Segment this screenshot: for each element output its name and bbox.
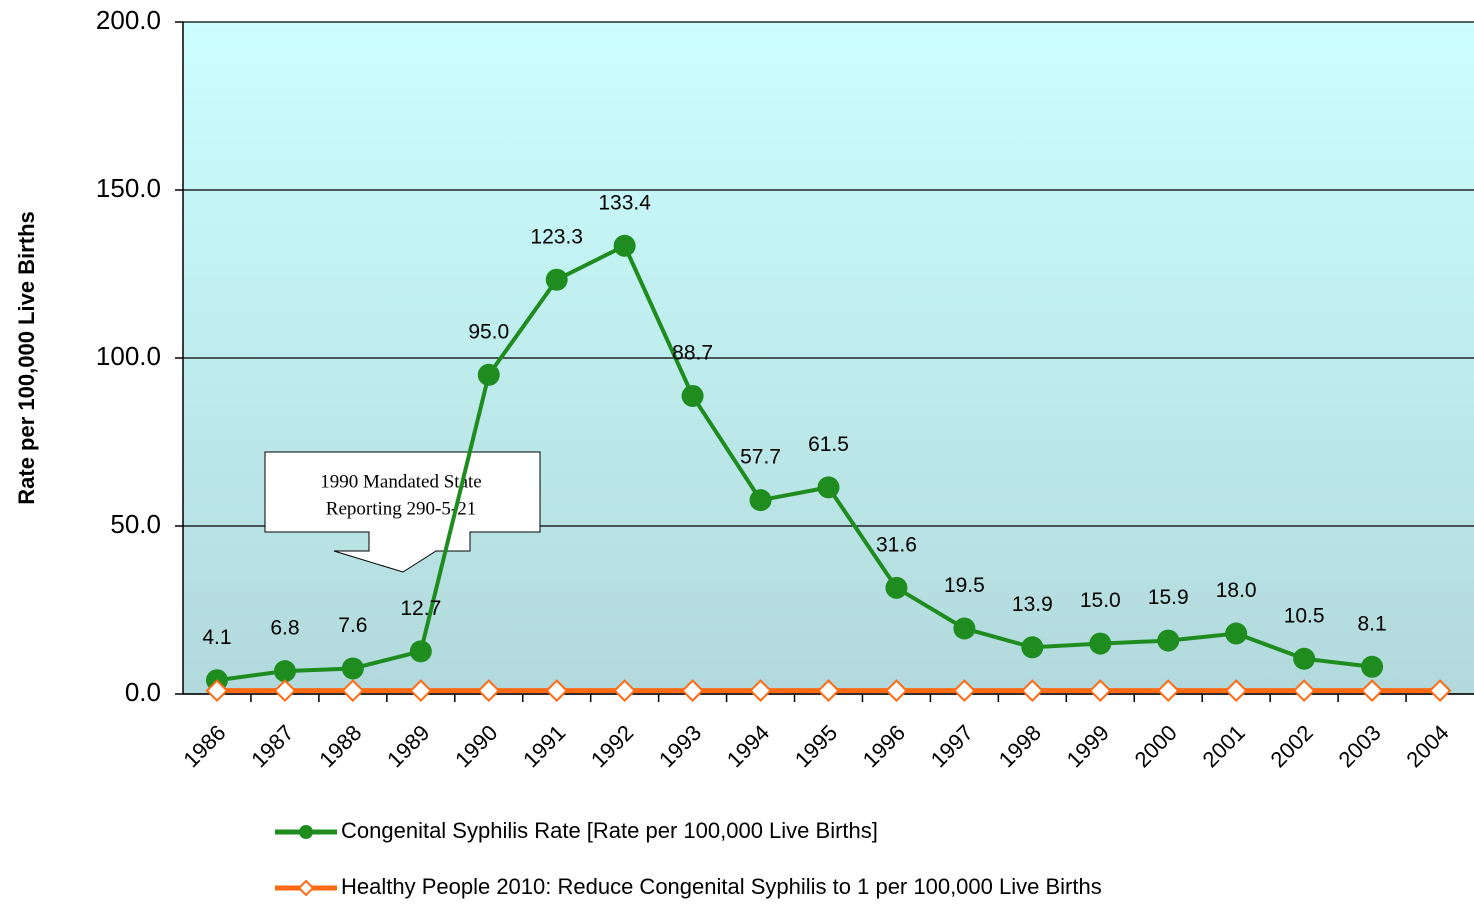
y-axis-title: Rate per 100,000 Live Births bbox=[14, 211, 39, 504]
point bbox=[1089, 632, 1112, 655]
point bbox=[1293, 647, 1316, 670]
x-tick-label: 1999 bbox=[1062, 720, 1114, 772]
point bbox=[1020, 679, 1044, 703]
x-tick-label: 1994 bbox=[722, 720, 774, 772]
x-tick-label: 1998 bbox=[994, 720, 1046, 772]
point bbox=[477, 363, 500, 386]
point bbox=[953, 617, 976, 640]
point bbox=[545, 679, 569, 703]
point bbox=[273, 660, 296, 683]
x-tick-label: 1997 bbox=[926, 720, 978, 772]
x-tick-label: 2003 bbox=[1333, 720, 1385, 772]
point bbox=[1292, 679, 1316, 703]
x-tick-label: 2004 bbox=[1401, 720, 1453, 772]
data-label: 12.7 bbox=[400, 597, 441, 620]
point bbox=[1021, 636, 1044, 659]
point bbox=[1225, 622, 1248, 645]
x-tick-label: 1991 bbox=[518, 720, 570, 772]
legend-marker bbox=[299, 825, 313, 839]
annotation: 1990 Mandated State Reporting 290-5-21 bbox=[264, 451, 541, 573]
x-tick-label: 1986 bbox=[178, 720, 230, 772]
legend-label: Healthy People 2010: Reduce Congenital S… bbox=[341, 874, 1102, 899]
data-label: 31.6 bbox=[876, 533, 917, 556]
data-label: 8.1 bbox=[1357, 612, 1386, 635]
y-tick-label: 200.0 bbox=[96, 5, 161, 35]
point bbox=[885, 679, 908, 703]
data-label: 88.7 bbox=[672, 342, 713, 365]
point bbox=[1224, 679, 1248, 703]
point bbox=[409, 640, 432, 663]
point bbox=[1428, 679, 1452, 703]
x-tick-label: 1990 bbox=[450, 720, 502, 772]
data-label: 4.1 bbox=[202, 626, 231, 649]
data-label: 19.5 bbox=[944, 574, 985, 597]
data-label: 18.0 bbox=[1216, 579, 1257, 602]
data-label: 123.3 bbox=[530, 225, 583, 248]
series-line bbox=[216, 243, 1373, 683]
point bbox=[341, 657, 364, 680]
data-label: 10.5 bbox=[1284, 604, 1325, 627]
x-tick-label: 1995 bbox=[790, 720, 842, 772]
point bbox=[1360, 679, 1384, 703]
data-label: 15.0 bbox=[1080, 589, 1121, 612]
data-label: 6.8 bbox=[270, 617, 299, 640]
x-tick-label: 2002 bbox=[1265, 720, 1317, 772]
data-label: 61.5 bbox=[808, 433, 849, 456]
point bbox=[1361, 655, 1384, 678]
point bbox=[341, 679, 365, 703]
x-tick-label: 1992 bbox=[586, 720, 638, 772]
data-label: 133.4 bbox=[598, 191, 651, 214]
point bbox=[817, 679, 840, 703]
y-tick-label: 100.0 bbox=[96, 341, 161, 371]
x-tick-label: 1996 bbox=[858, 720, 910, 772]
point bbox=[613, 679, 637, 703]
x-tick-label: 2000 bbox=[1130, 720, 1182, 772]
point bbox=[1088, 679, 1112, 703]
point bbox=[1157, 629, 1180, 652]
data-label: 95.0 bbox=[468, 320, 509, 343]
point bbox=[952, 679, 976, 703]
data-label: 13.9 bbox=[1012, 593, 1053, 616]
point bbox=[1156, 679, 1180, 703]
x-tick-label: 1987 bbox=[246, 720, 298, 772]
point bbox=[545, 268, 568, 291]
data-label: 15.9 bbox=[1148, 586, 1189, 609]
point bbox=[885, 576, 908, 599]
point bbox=[817, 476, 840, 499]
y-tick-label: 0.0 bbox=[125, 677, 161, 707]
point bbox=[273, 679, 297, 703]
point bbox=[681, 679, 705, 703]
annotation-line: Reporting 290-5-21 bbox=[326, 498, 476, 519]
y-tick-label: 150.0 bbox=[96, 173, 161, 203]
point bbox=[681, 384, 704, 407]
y-tick-label: 50.0 bbox=[110, 509, 161, 539]
x-tick-label: 1993 bbox=[654, 720, 706, 772]
legend-marker bbox=[297, 879, 315, 897]
point bbox=[613, 234, 636, 257]
point bbox=[749, 679, 772, 703]
data-label: 57.7 bbox=[740, 446, 781, 469]
annotation-line: 1990 Mandated State bbox=[320, 471, 481, 492]
x-tick-label: 1988 bbox=[314, 720, 366, 772]
point bbox=[409, 679, 433, 703]
data-label: 7.6 bbox=[338, 614, 367, 637]
legend-label: Congenital Syphilis Rate [Rate per 100,0… bbox=[341, 818, 878, 843]
point bbox=[477, 679, 501, 703]
x-tick-label: 1989 bbox=[382, 720, 434, 772]
point bbox=[749, 489, 772, 512]
point bbox=[205, 679, 229, 703]
x-tick-label: 2001 bbox=[1198, 720, 1250, 772]
